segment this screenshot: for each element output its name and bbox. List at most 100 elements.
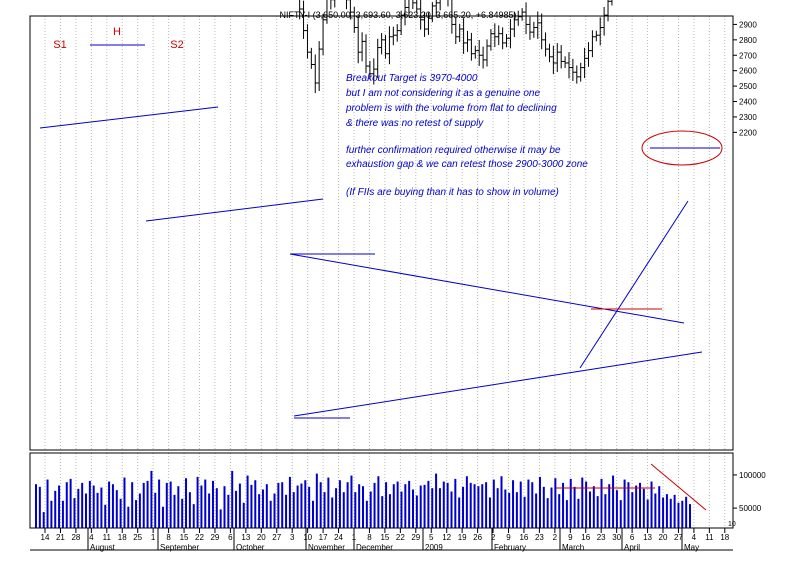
x-tick-label: 18 <box>720 533 729 542</box>
price-bar <box>457 23 462 42</box>
price-bar <box>609 0 613 6</box>
x-tick-label: 23 <box>597 533 606 542</box>
price-bar <box>375 38 380 78</box>
price-bar <box>352 6 357 33</box>
price-bar <box>594 30 599 42</box>
y-tick-label: 2400 <box>739 98 757 107</box>
x-tick-label: 4 <box>692 533 697 542</box>
annotation-line-7: (If FIIs are buying than it has to show … <box>346 187 559 198</box>
price-bar <box>586 42 591 67</box>
price-bar <box>516 10 521 26</box>
price-bar <box>356 16 361 64</box>
x-tick-label: 24 <box>334 533 343 542</box>
x-tick-label: 26 <box>473 533 482 542</box>
x-tick-label: 18 <box>118 533 127 542</box>
y-tick-label: 2900 <box>739 20 757 29</box>
x-tick-label: 29 <box>210 533 219 542</box>
main-panel-frame <box>29 15 734 451</box>
x-month-label: November <box>308 543 345 552</box>
x-tick-label: 11 <box>705 533 714 542</box>
annotation-line-1: Breakout Target is 3970-4000 <box>346 73 478 84</box>
x-tick-label: 13 <box>643 533 652 542</box>
price-bar <box>321 13 326 56</box>
main-panel-grid <box>44 16 726 450</box>
price-bar <box>539 13 544 50</box>
volume-y-tick-label: 50000 <box>739 504 762 513</box>
breakout-trendline <box>579 200 689 369</box>
axes: 2200 2300 2400 2500 2600 2700 2800 2900 50000 100… <box>41 20 767 552</box>
price-bar <box>481 46 486 69</box>
price-bar <box>430 2 435 23</box>
price-bar <box>309 47 314 69</box>
x-tick-label: 30 <box>612 533 621 542</box>
price-bar <box>371 58 376 85</box>
x-tick-label: 16 <box>519 533 528 542</box>
y-tick-label: 2700 <box>739 51 757 60</box>
x-tick-label: 6 <box>630 533 635 542</box>
trendlines <box>39 44 707 511</box>
x-tick-label: 27 <box>272 533 281 542</box>
price-bar <box>492 23 497 48</box>
x-month-label: December <box>356 543 393 552</box>
price-bar <box>551 45 556 75</box>
price-bar <box>305 24 310 59</box>
x-month-label: October <box>236 543 265 552</box>
price-bar <box>465 30 470 52</box>
x-tick-label: 11 <box>103 533 112 542</box>
volume-exponent: 10 <box>728 521 736 528</box>
x-month-label: February <box>494 543 526 552</box>
label-h: H <box>113 26 121 38</box>
volume-declining-line <box>650 463 707 511</box>
triangle-upper-trendline <box>289 253 685 324</box>
support-resistance-line <box>145 198 324 222</box>
price-bar <box>598 17 603 46</box>
x-tick-label: 14 <box>41 533 50 542</box>
x-tick-label: 8 <box>166 533 171 542</box>
price-bar <box>496 25 501 46</box>
y-tick-label: 2500 <box>739 82 757 91</box>
x-month-label: 2009 <box>425 543 443 552</box>
annotation-line-2: but I am not considering it as a genuine… <box>346 88 540 99</box>
x-tick-label: 15 <box>380 533 389 542</box>
price-bar <box>574 65 579 84</box>
volume-bars <box>35 470 691 528</box>
y-tick-label: 2600 <box>739 67 757 76</box>
price-bar <box>399 10 404 36</box>
price-bar <box>418 0 423 30</box>
price-bar <box>590 30 595 58</box>
panel-frames <box>29 15 734 551</box>
y-tick-label: 2800 <box>739 36 757 45</box>
price-bar <box>485 39 490 67</box>
price-bar <box>453 17 458 45</box>
price-bar <box>403 0 408 26</box>
price-bar <box>301 0 306 39</box>
label-s2: S2 <box>170 39 183 51</box>
x-tick-label: 22 <box>195 533 204 542</box>
x-tick-label: 27 <box>674 533 683 542</box>
price-bar <box>469 32 474 61</box>
price-bar <box>520 8 525 21</box>
price-bar <box>570 58 575 82</box>
price-bar <box>387 26 392 65</box>
price-bar <box>451 0 454 34</box>
x-tick-label: 23 <box>535 533 544 542</box>
price-bar <box>543 32 548 57</box>
x-tick-label: 12 <box>442 533 451 542</box>
x-tick-label: 28 <box>71 533 80 542</box>
price-bar <box>606 0 611 22</box>
x-tick-label: 20 <box>257 533 266 542</box>
price-bar <box>414 0 419 14</box>
price-bar <box>504 33 509 48</box>
x-tick-label: 9 <box>506 533 511 542</box>
price-bar <box>434 0 439 16</box>
price-bar <box>582 47 587 79</box>
price-bar <box>395 24 400 42</box>
triangle-lower-trendline <box>293 351 703 417</box>
price-bar <box>345 0 349 10</box>
x-tick-label: 22 <box>396 533 405 542</box>
x-tick-label: 15 <box>180 533 189 542</box>
price-bar <box>332 0 336 8</box>
price-bar <box>330 0 333 10</box>
price-bar <box>379 33 384 55</box>
price-bar <box>488 29 493 51</box>
